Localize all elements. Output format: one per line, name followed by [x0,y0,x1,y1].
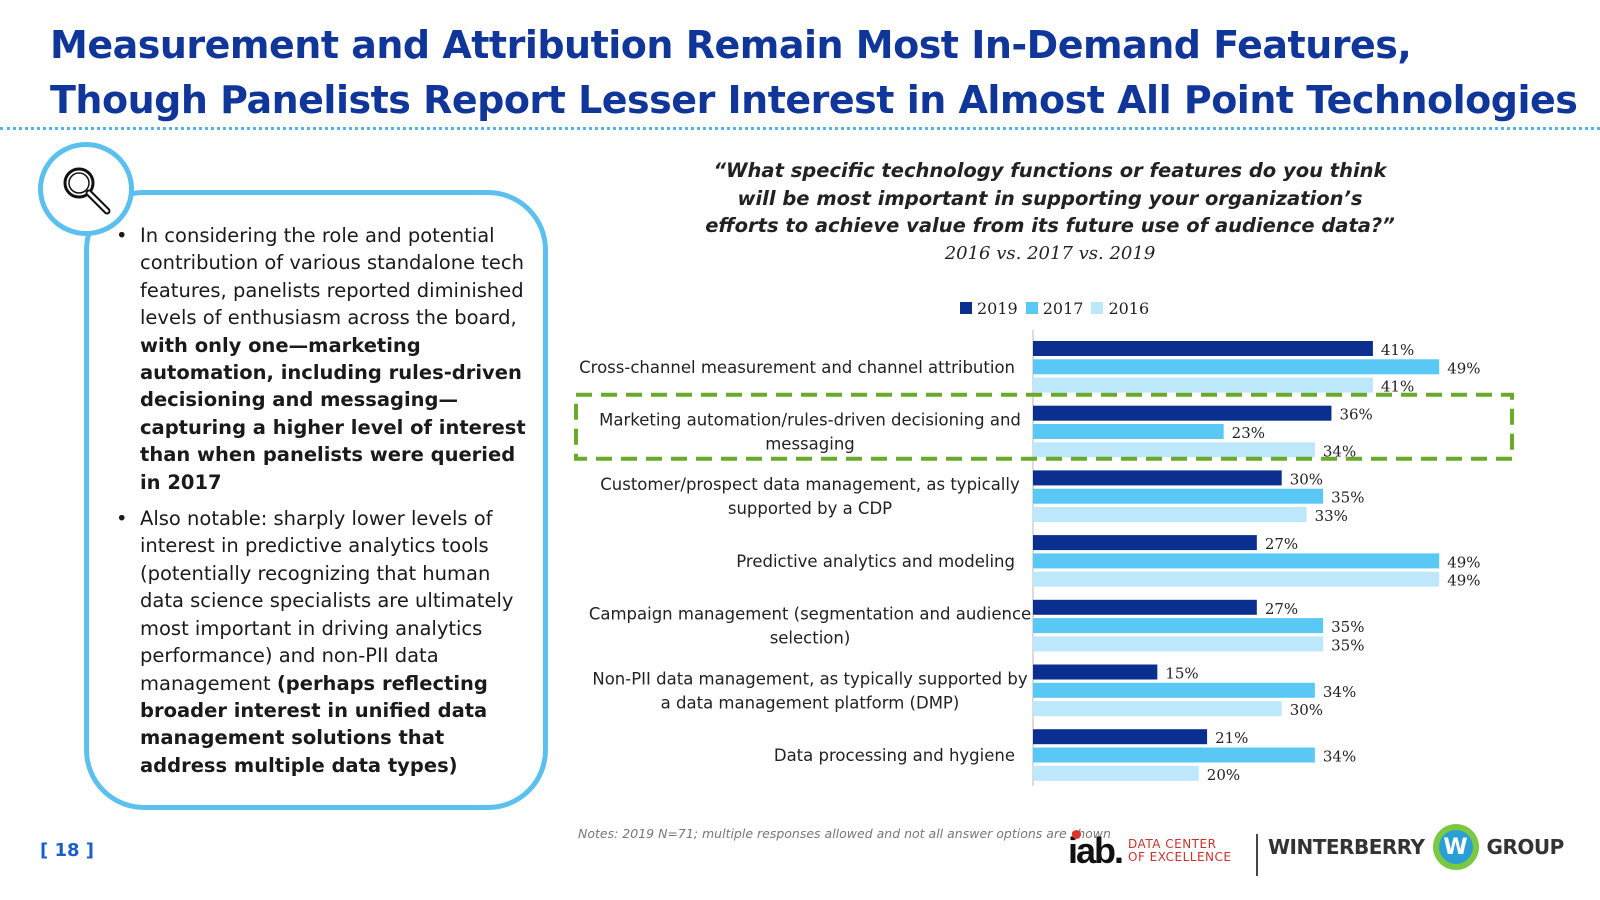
bar-2017-0 [1033,359,1440,375]
insight-panel [84,190,548,810]
category-label-5: Non-PII data management, as typically su… [592,669,1028,712]
chart-legend: 2019 2017 2016 [960,296,1157,320]
bar-2019-2 [1033,470,1282,486]
insight-bullets: • In considering the role and potential … [116,222,526,788]
data-label-2017-5: 34% [1323,683,1356,701]
wg-left-word: WINTERBERRY [1268,835,1425,859]
data-label-2019-0: 41% [1381,341,1414,359]
bar-2017-6 [1033,747,1315,763]
data-label-2019-6: 21% [1215,729,1248,747]
data-label-2019-3: 27% [1265,535,1298,553]
legend-item-2017: 2017 [1025,298,1084,318]
legend-label-2016: 2016 [1108,298,1150,318]
data-label-2016-4: 35% [1331,636,1364,654]
magnifier-badge [38,142,134,236]
bar-2017-1 [1033,424,1224,439]
bullet-2: • Also notable: sharply lower levels of … [116,505,526,779]
category-label-6: Data processing and hygiene [774,746,1015,765]
bar-2016-1 [1033,442,1315,458]
data-label-2019-5: 15% [1165,665,1198,683]
data-label-2016-5: 30% [1290,701,1323,719]
title-line-1: Measurement and Attribution Remain Most … [50,23,1412,67]
iab-wordmark: iab. [1068,830,1124,870]
data-label-2016-2: 33% [1315,507,1348,525]
bullet-2-bold: (perhaps reflecting broader interest in … [140,671,488,777]
bar-2016-0 [1033,377,1373,393]
bar-2019-4 [1033,599,1257,615]
bar-2019-1 [1033,405,1332,421]
legend-item-2019: 2019 [960,299,1018,318]
bullet-1-text: In considering the role and potential co… [140,224,525,330]
data-label-2017-4: 35% [1331,618,1364,636]
wg-right-word: GROUP [1486,835,1565,859]
bar-2016-4 [1033,636,1324,652]
category-label-1: Marketing automation/rules-driven decisi… [599,411,1021,454]
chart-subtitle: 2016 vs. 2017 vs. 2019 [944,243,1156,264]
data-label-2016-3: 49% [1447,572,1480,590]
logo-separator [1256,834,1258,876]
bar-2019-5 [1033,664,1158,680]
iab-subtitle: DATA CENTER OF EXCELLENCE [1128,838,1231,864]
legend-item-2016: 2016 [1091,299,1149,318]
bar-2017-4 [1033,618,1324,634]
bullet-dot: • [116,224,128,247]
legend-swatch-2016 [1091,302,1104,314]
bar-2017-2 [1033,488,1324,504]
data-label-2019-2: 30% [1290,470,1323,488]
bar-2017-3 [1033,553,1440,569]
legend-label-2017: 2017 [1042,298,1084,318]
category-label-0: Cross-channel measurement and channel at… [579,358,1015,377]
iab-sub-line-1: DATA CENTER [1128,837,1217,851]
bar-2016-2 [1033,507,1307,522]
bullet-2-text: Also notable: sharply lower levels of in… [140,507,514,695]
bullet-dot: • [116,507,128,531]
bar-2019-0 [1033,341,1373,356]
legend-swatch-2017 [1025,302,1038,314]
data-label-2017-0: 49% [1447,359,1480,377]
page-number: [ 18 ] [40,840,95,861]
category-label-4: Campaign management (segmentation and au… [589,605,1031,648]
data-label-2017-6: 34% [1323,748,1356,766]
wg-mark-letter: W [1438,830,1473,864]
bar-2019-6 [1033,729,1208,745]
data-label-2017-1: 23% [1232,424,1265,442]
data-label-2016-6: 20% [1207,766,1240,784]
data-label-2017-2: 35% [1331,489,1364,507]
data-label-2016-1: 34% [1323,442,1356,460]
bar-2019-3 [1033,535,1257,551]
legend-label-2019: 2019 [977,298,1018,318]
data-label-2019-1: 36% [1339,406,1372,424]
bar-2016-6 [1033,765,1199,781]
title-divider [0,127,1600,130]
survey-question: “What specific technology functions or f… [705,159,1395,237]
data-label-2019-4: 27% [1265,600,1298,618]
wg-mark: W [1432,824,1479,870]
title-line-2: Though Panelists Report Lesser Interest … [50,78,1578,122]
category-label-2: Customer/prospect data management, as ty… [600,475,1020,518]
category-label-3: Predictive analytics and modeling [736,552,1015,571]
legend-swatch-2019 [960,302,972,314]
chart-notes: Notes: 2019 N=71; multiple responses all… [578,826,1111,841]
winterberry-logo: WINTERBERRY W GROUP [1268,824,1564,870]
bullet-1-bold: with only one—marketing automation, incl… [140,333,526,494]
bullet-1: • In considering the role and potential … [116,222,526,496]
iab-sub-line-2: OF EXCELLENCE [1128,850,1232,864]
iab-dot [1072,830,1081,839]
magnifier-icon [63,167,111,215]
page-title: Measurement and Attribution Remain Most … [50,18,1578,128]
bar-2016-5 [1033,701,1282,717]
iab-logo: iab. DATA CENTER OF EXCELLENCE [1068,830,1231,870]
bar-2017-5 [1033,682,1315,698]
bar-chart: 41% 49% 41% Cross-channel measurement and c… [574,330,1514,786]
data-label-2016-0: 41% [1381,378,1414,396]
data-label-2017-3: 49% [1447,553,1480,571]
bar-2016-3 [1033,571,1440,587]
